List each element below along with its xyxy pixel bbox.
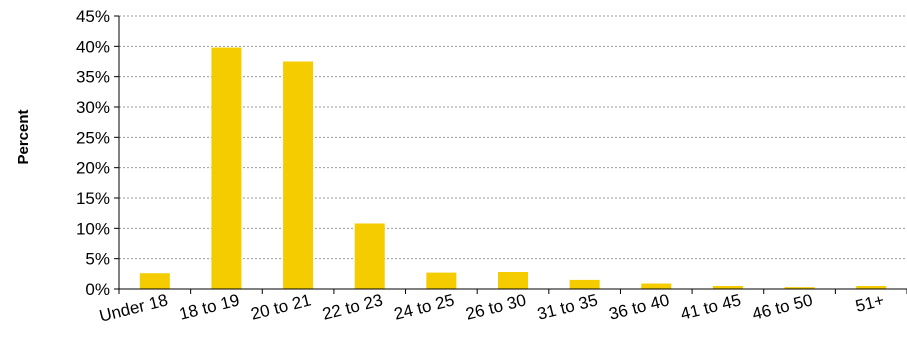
x-tick-label: 46 to 50 <box>750 290 814 323</box>
bar <box>139 273 170 289</box>
gridlines <box>114 15 907 290</box>
bar <box>569 279 600 289</box>
y-axis-label: Percent <box>15 109 32 164</box>
bar <box>283 61 314 289</box>
y-tick-labels: 0% 5% 10% 15% 20% 25% 30% 35% 40% 45% <box>76 7 110 299</box>
x-tick-label: 26 to 30 <box>464 290 528 323</box>
axes <box>118 16 907 294</box>
y-tick-label: 20% <box>76 159 110 178</box>
bar <box>354 223 385 289</box>
bar <box>426 272 457 289</box>
y-tick-label: 0% <box>85 280 110 299</box>
x-tick-label: 31 to 35 <box>535 290 599 323</box>
y-tick-label: 35% <box>76 68 110 87</box>
bar <box>712 285 743 289</box>
x-tick-label: 51+ <box>854 290 887 315</box>
y-tick-label: 10% <box>76 219 110 238</box>
x-tick-label: 22 to 23 <box>320 290 384 323</box>
x-tick-label: 36 to 40 <box>607 290 671 323</box>
x-tick-labels: Under 18 18 to 19 20 to 21 22 to 23 24 to 25… <box>97 290 886 325</box>
y-tick-label: 30% <box>76 98 110 117</box>
y-tick-label: 25% <box>76 128 110 147</box>
bar <box>211 47 242 290</box>
y-tick-label: 45% <box>76 7 110 26</box>
y-tick-label: 15% <box>76 189 110 208</box>
y-tick-label: 40% <box>76 37 110 56</box>
bar <box>641 283 672 289</box>
bar <box>498 272 528 289</box>
x-tick-label: 20 to 21 <box>249 290 313 323</box>
x-tick-label: 18 to 19 <box>177 290 241 323</box>
x-tick-label: 41 to 45 <box>679 290 743 323</box>
y-tick-label: 5% <box>85 250 110 269</box>
bars <box>139 47 887 290</box>
bar <box>856 285 887 289</box>
x-tick-label: 24 to 25 <box>392 290 456 323</box>
bar <box>784 287 815 289</box>
